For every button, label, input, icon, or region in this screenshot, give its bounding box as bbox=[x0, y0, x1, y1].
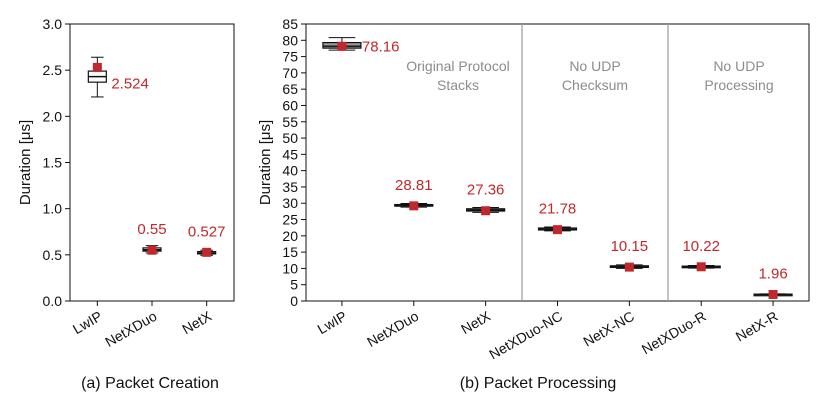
y-tick-label: 0.0 bbox=[43, 293, 63, 309]
y-tick-label: 85 bbox=[282, 16, 298, 32]
region-label: No UDP bbox=[713, 58, 764, 74]
y-tick-label: 1.0 bbox=[43, 201, 63, 217]
y-tick-label: 40 bbox=[282, 163, 298, 179]
region-label: Original Protocol bbox=[406, 58, 510, 74]
mean-value-label: 28.81 bbox=[395, 177, 433, 194]
mean-value-label: 1.96 bbox=[758, 265, 787, 282]
y-tick-label: 2.5 bbox=[43, 62, 63, 78]
y-tick-label: 3.0 bbox=[43, 16, 63, 32]
x-tick-label: LwIP bbox=[314, 308, 349, 337]
y-axis-label: Duration [μs] bbox=[17, 120, 34, 205]
region-label: Processing bbox=[704, 77, 773, 93]
x-tick-label: NetX-R bbox=[733, 308, 781, 345]
y-tick-label: 10 bbox=[282, 260, 298, 276]
mean-value-label: 78.16 bbox=[362, 38, 400, 55]
mean-marker bbox=[553, 225, 562, 235]
region-label: Checksum bbox=[562, 77, 628, 93]
mean-value-label: 0.527 bbox=[188, 223, 226, 240]
region-label: No UDP bbox=[569, 58, 620, 74]
mean-value-label: 27.36 bbox=[467, 182, 505, 199]
y-tick-label: 1.5 bbox=[43, 155, 63, 171]
x-tick-label: NetX-NC bbox=[580, 308, 637, 350]
mean-value-label: 21.78 bbox=[539, 201, 577, 218]
y-tick-label: 20 bbox=[282, 228, 298, 244]
region-label: Stacks bbox=[437, 77, 479, 93]
mean-marker bbox=[92, 62, 102, 72]
mean-marker bbox=[147, 245, 157, 255]
mean-marker bbox=[409, 201, 419, 211]
y-tick-label: 2.0 bbox=[43, 108, 63, 124]
mean-marker bbox=[337, 41, 347, 51]
mean-marker bbox=[624, 262, 634, 272]
y-axis-label: Duration [μs] bbox=[257, 120, 274, 205]
mean-value-label: 2.524 bbox=[111, 75, 149, 92]
y-tick-label: 5 bbox=[290, 277, 298, 293]
caption-packet-processing: (b) Packet Processing bbox=[460, 375, 617, 392]
mean-value-label: 10.22 bbox=[682, 238, 720, 255]
y-tick-label: 70 bbox=[282, 65, 298, 81]
mean-marker bbox=[768, 289, 778, 299]
y-tick-label: 0 bbox=[290, 293, 298, 309]
x-tick-label: NetX bbox=[179, 307, 215, 337]
y-tick-label: 15 bbox=[282, 244, 298, 260]
y-tick-label: 0.5 bbox=[43, 247, 63, 263]
mean-value-label: 10.15 bbox=[611, 238, 649, 255]
y-tick-label: 45 bbox=[282, 146, 298, 162]
x-tick-label: NetXDuo-R bbox=[639, 308, 709, 358]
mean-marker bbox=[202, 247, 212, 257]
mean-marker bbox=[481, 206, 491, 216]
x-tick-label: NetXDuo bbox=[102, 308, 159, 350]
x-tick-label: NetXDuo bbox=[364, 308, 421, 350]
y-tick-label: 65 bbox=[282, 81, 298, 97]
y-tick-label: 25 bbox=[282, 212, 298, 228]
mean-value-label: 0.55 bbox=[137, 221, 166, 238]
y-tick-label: 60 bbox=[282, 97, 298, 113]
y-tick-label: 55 bbox=[282, 114, 298, 130]
x-tick-label: NetXDuo-NC bbox=[486, 308, 565, 363]
x-tick-label: NetX bbox=[458, 307, 494, 337]
caption-packet-creation: (a) Packet Creation bbox=[81, 375, 219, 392]
y-tick-label: 35 bbox=[282, 179, 298, 195]
y-tick-label: 30 bbox=[282, 195, 298, 211]
y-tick-label: 50 bbox=[282, 130, 298, 146]
y-tick-label: 80 bbox=[282, 32, 298, 48]
x-tick-label: LwIP bbox=[70, 308, 105, 337]
y-tick-label: 75 bbox=[282, 49, 298, 65]
mean-marker bbox=[696, 262, 706, 272]
